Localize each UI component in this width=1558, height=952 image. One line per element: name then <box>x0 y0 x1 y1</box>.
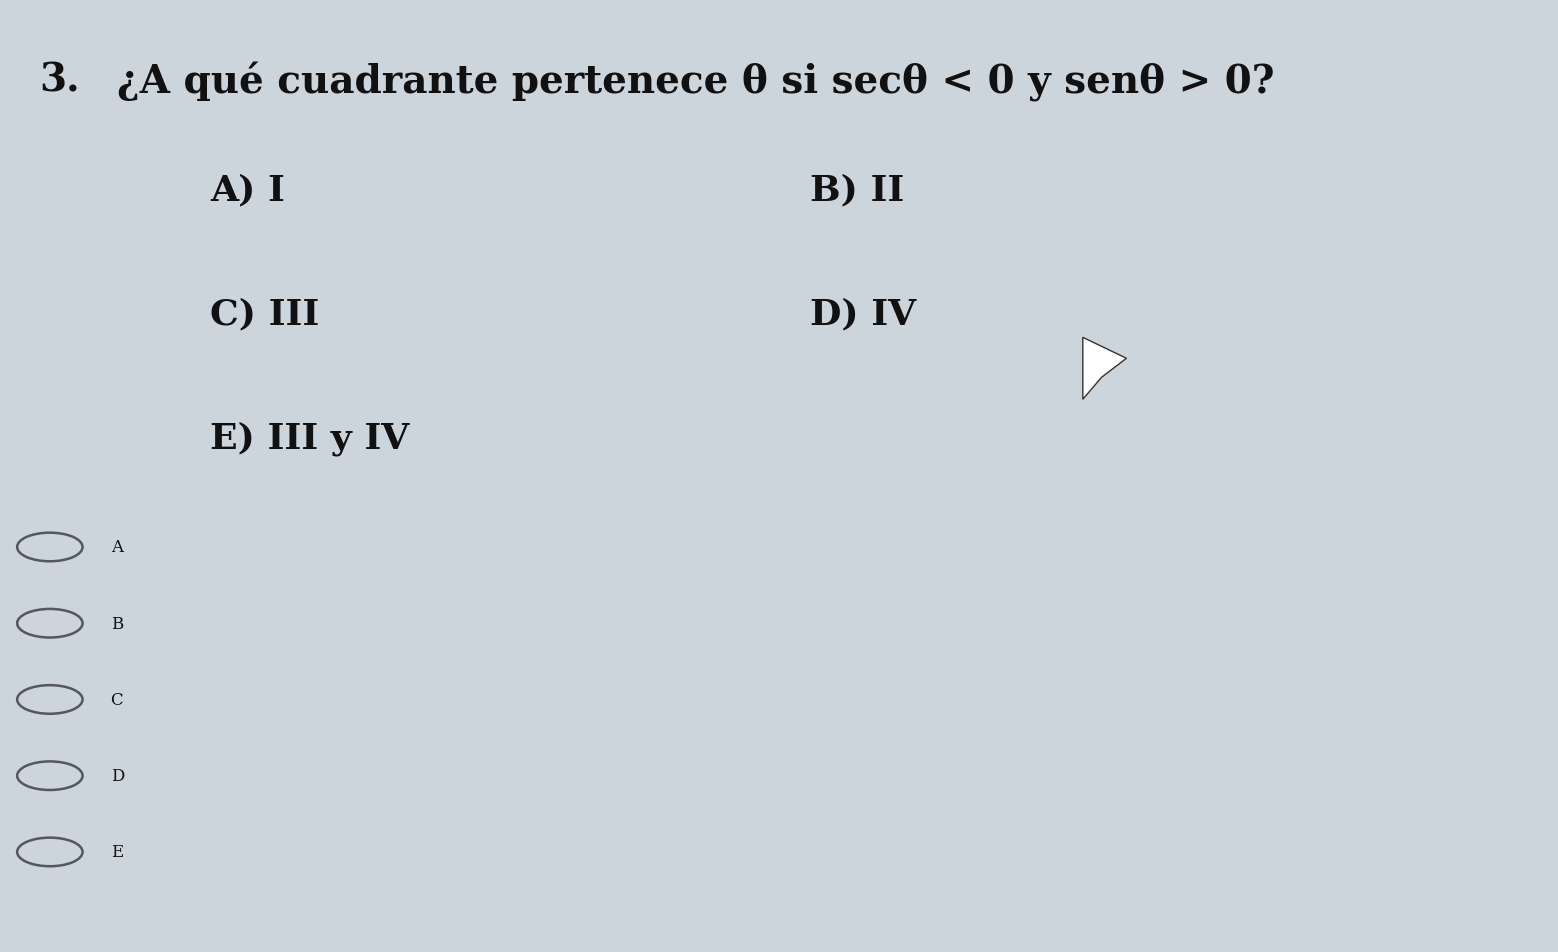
Text: D: D <box>111 767 125 784</box>
Text: A: A <box>111 539 123 556</box>
Text: B) II: B) II <box>810 173 904 208</box>
Polygon shape <box>1083 338 1126 400</box>
Text: E: E <box>111 843 123 861</box>
Text: A) I: A) I <box>210 173 285 208</box>
Text: C: C <box>111 691 123 708</box>
Text: E) III y IV: E) III y IV <box>210 421 410 455</box>
Text: 3.: 3. <box>39 62 79 100</box>
Text: B: B <box>111 615 123 632</box>
Text: C) III: C) III <box>210 297 319 331</box>
Text: D) IV: D) IV <box>810 297 916 331</box>
Text: ¿A qué cuadrante pertenece θ si secθ < 0 y senθ > 0?: ¿A qué cuadrante pertenece θ si secθ < 0… <box>117 62 1274 102</box>
